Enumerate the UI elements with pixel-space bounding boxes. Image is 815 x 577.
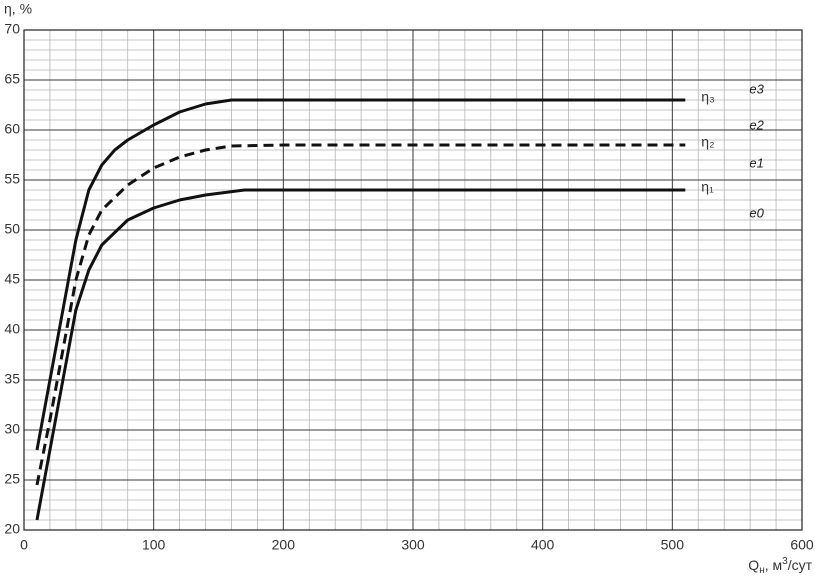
annotation: e2 xyxy=(749,117,764,132)
series-line xyxy=(35,98,686,451)
x-axis-label: Qн, м3/сут xyxy=(748,556,812,576)
x-tick-label: 300 xyxy=(401,537,425,553)
annotation: e3 xyxy=(749,81,764,96)
plot-frame xyxy=(23,29,803,531)
x-tick-label: 0 xyxy=(20,537,28,553)
x-label-part: /сут xyxy=(788,557,813,573)
x-label-part: Q xyxy=(748,557,759,573)
series-line xyxy=(35,143,686,486)
x-label-part: , м xyxy=(765,557,782,573)
series-label: η₂ xyxy=(701,134,714,150)
y-tick-label: 50 xyxy=(4,221,20,237)
x-label-part: 3 xyxy=(782,556,788,567)
y-tick-label: 70 xyxy=(4,21,20,37)
y-axis-label: η, % xyxy=(4,1,32,17)
y-tick-label: 65 xyxy=(4,71,20,87)
x-label-part: н xyxy=(759,565,765,576)
series-line xyxy=(35,188,686,521)
y-tick-label: 55 xyxy=(4,171,20,187)
x-tick-label: 500 xyxy=(661,537,685,553)
y-tick-label: 30 xyxy=(4,421,20,437)
y-tick-label: 20 xyxy=(4,521,20,537)
x-tick-label: 600 xyxy=(790,537,814,553)
x-tick-label: 200 xyxy=(272,537,296,553)
y-tick-label: 25 xyxy=(4,471,20,487)
series-label: η₃ xyxy=(701,89,715,105)
y-tick-label: 60 xyxy=(4,121,20,137)
series-label: η₁ xyxy=(701,179,714,195)
y-tick-label: 45 xyxy=(4,271,20,287)
x-tick-label: 400 xyxy=(531,537,555,553)
annotation: e1 xyxy=(749,155,763,170)
y-tick-label: 40 xyxy=(4,321,20,337)
annotation: e0 xyxy=(749,205,764,220)
x-tick-label: 100 xyxy=(142,537,166,553)
y-tick-label: 35 xyxy=(4,371,20,387)
